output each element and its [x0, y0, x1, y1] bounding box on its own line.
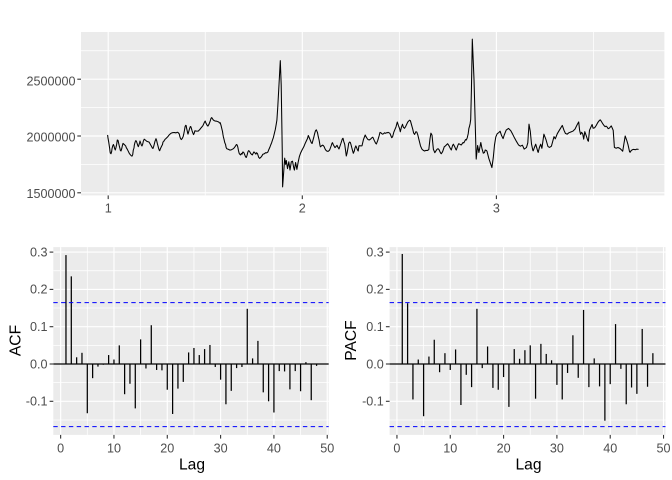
svg-text:0.2: 0.2 — [30, 283, 48, 297]
svg-text:0: 0 — [57, 442, 64, 456]
svg-text:0.0: 0.0 — [30, 357, 48, 371]
svg-text:2000000: 2000000 — [26, 130, 75, 144]
svg-text:PACF: PACF — [343, 320, 360, 360]
svg-text:-0.1: -0.1 — [362, 395, 384, 409]
svg-text:2500000: 2500000 — [26, 74, 75, 88]
svg-text:50: 50 — [656, 442, 670, 456]
svg-text:1500000: 1500000 — [26, 187, 75, 201]
svg-text:30: 30 — [550, 442, 564, 456]
svg-text:0.0: 0.0 — [366, 357, 384, 371]
svg-text:0.1: 0.1 — [30, 320, 48, 334]
svg-text:3: 3 — [493, 202, 500, 216]
svg-text:-0.1: -0.1 — [26, 395, 48, 409]
svg-text:ACF: ACF — [7, 325, 24, 356]
svg-text:Lag: Lag — [515, 457, 541, 474]
svg-text:2: 2 — [299, 202, 306, 216]
svg-text:20: 20 — [160, 442, 174, 456]
svg-text:0: 0 — [393, 442, 400, 456]
svg-text:10: 10 — [107, 442, 121, 456]
svg-text:30: 30 — [214, 442, 228, 456]
svg-text:1: 1 — [105, 202, 112, 216]
svg-text:50: 50 — [320, 442, 334, 456]
svg-text:10: 10 — [443, 442, 457, 456]
svg-text:0.1: 0.1 — [366, 320, 384, 334]
svg-text:40: 40 — [267, 442, 281, 456]
svg-text:0.3: 0.3 — [366, 245, 384, 259]
svg-text:40: 40 — [603, 442, 617, 456]
svg-text:0.2: 0.2 — [366, 283, 384, 297]
svg-text:20: 20 — [497, 442, 511, 456]
svg-text:0.3: 0.3 — [30, 245, 48, 259]
svg-text:Lag: Lag — [179, 457, 205, 474]
